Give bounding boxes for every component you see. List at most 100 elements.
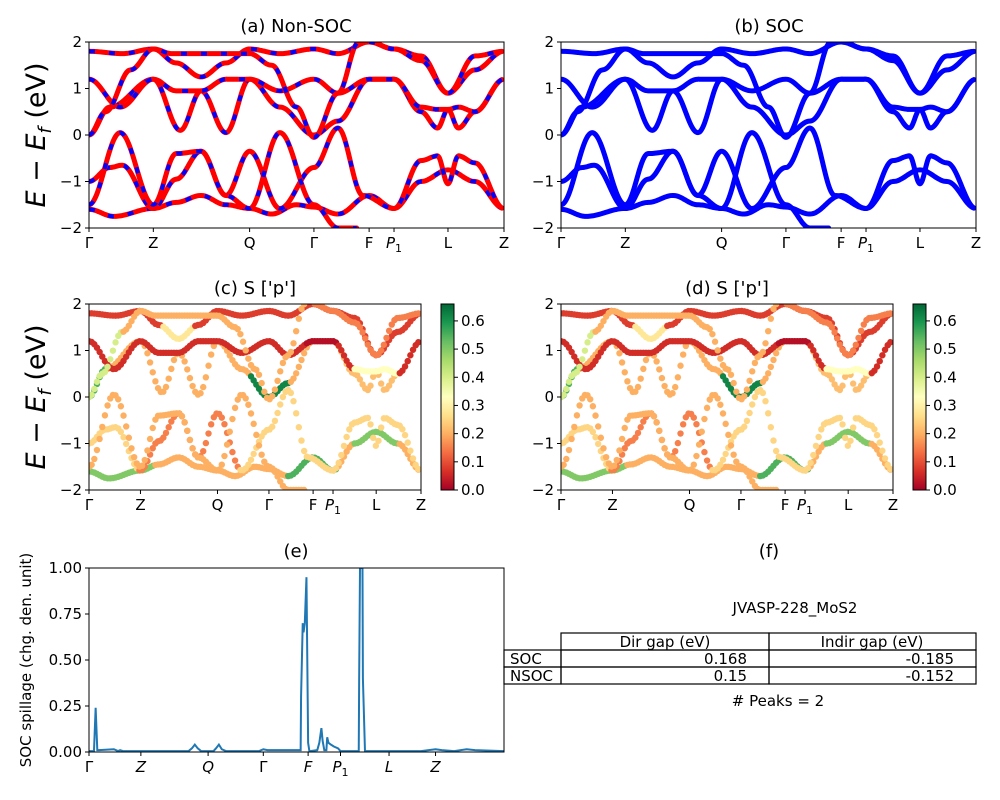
colorbar-tick-label: 0.6 [933, 312, 957, 330]
band-point [741, 392, 748, 400]
band-point [186, 436, 194, 444]
x-tick-label: P1 [858, 234, 874, 255]
gap-table: Dir gap (eV) Indir gap (eV) SOC 0.168 -0… [503, 632, 977, 685]
band-point [873, 431, 881, 439]
band-point [242, 395, 249, 402]
band-point [200, 383, 207, 391]
band-point [563, 385, 570, 393]
band-point [857, 327, 865, 335]
colorbar-tick-label: 0.0 [933, 481, 957, 499]
y-tick-label: −1 [60, 173, 82, 191]
band-point [205, 362, 212, 369]
band-point [634, 383, 642, 391]
colorbar-tick-label: 0.5 [933, 340, 957, 358]
band-point [581, 347, 589, 354]
band-point [656, 427, 663, 434]
band-point [117, 403, 125, 410]
band-point [772, 486, 780, 490]
x-tick-label: Q [202, 758, 214, 776]
band-point [189, 445, 196, 452]
band-point [746, 377, 753, 385]
band-point [746, 473, 753, 480]
band-point [269, 392, 276, 400]
ylabel-main: E − E [21, 134, 52, 208]
band-point [271, 417, 279, 425]
band-point [298, 356, 305, 364]
y-tick-label: 2 [544, 295, 554, 313]
material-name: JVASP-228_MoS2 [732, 599, 858, 618]
panel-a-title: (a) Non-SOC [240, 16, 351, 37]
band-point [772, 350, 780, 357]
panel-e-plot: 0.00 0.25 0.50 0.75 1.00 Γ Z Q Γ F P1 L Z [49, 559, 505, 779]
band-point [717, 401, 724, 408]
band-point [170, 356, 178, 364]
band-point [234, 325, 241, 333]
band-point [401, 431, 409, 439]
band-point [215, 466, 223, 473]
band-point [258, 379, 265, 387]
band-point [674, 374, 682, 381]
colorbar [912, 303, 927, 491]
colorbar-tick-label: 0.4 [461, 368, 485, 386]
y-tick-label: 1 [72, 80, 82, 98]
band-point [346, 426, 353, 433]
colorbar-tick-label: 0.2 [461, 425, 485, 443]
band-point [642, 356, 650, 364]
svg-text:E − Ef (eV): E − Ef (eV) [21, 325, 56, 470]
band-point [616, 350, 623, 357]
band-point [292, 370, 300, 377]
band-point [364, 414, 372, 422]
colorbar-tick-label: 0.5 [461, 340, 485, 358]
band-point [706, 325, 713, 333]
band-point [239, 338, 247, 345]
band-point [415, 339, 421, 346]
col-header-dir: Dir gap (eV) [620, 633, 711, 651]
band-point [298, 437, 305, 444]
band-point [881, 455, 889, 462]
band-point [815, 433, 822, 441]
band-point [637, 424, 644, 431]
band-line [561, 125, 976, 211]
band-point [144, 447, 151, 454]
ylabel-sub: f [35, 387, 56, 396]
y-tick-label: 1.00 [49, 559, 82, 577]
band-point [749, 401, 756, 408]
band-point [828, 324, 836, 331]
band-point [255, 371, 263, 378]
panel-a-ylabel: E − Ef (eV) [21, 63, 56, 208]
band-point [298, 305, 305, 313]
band-point [879, 447, 886, 454]
band-line [89, 42, 360, 140]
band-point [218, 461, 225, 468]
table-cell [768, 666, 977, 685]
band-point [287, 389, 295, 397]
band-point [576, 402, 583, 409]
x-tick-label: F [781, 496, 790, 514]
band-point [115, 396, 122, 403]
band-point [719, 410, 727, 417]
x-tick-label: Q [244, 234, 256, 252]
band-point [772, 304, 780, 308]
band-point [189, 382, 196, 390]
band-point [746, 409, 753, 417]
band-point [122, 440, 130, 448]
band-point [600, 445, 607, 452]
band-point [231, 404, 239, 412]
band-point [810, 451, 817, 459]
band-point [677, 362, 684, 369]
band-point [292, 327, 300, 335]
band-point [250, 450, 257, 458]
ylabel-unit: (eV) [21, 325, 52, 390]
y-tick-label: −2 [60, 219, 82, 237]
ylabel-unit: (eV) [21, 63, 52, 128]
band-point [367, 421, 374, 428]
band-point [749, 368, 756, 375]
band-point [356, 324, 364, 331]
band-point [369, 373, 377, 380]
band-point [770, 356, 777, 364]
x-tick-label: Z [429, 758, 441, 776]
band-point [218, 414, 225, 421]
band-point [818, 426, 825, 433]
band-point [762, 340, 769, 347]
